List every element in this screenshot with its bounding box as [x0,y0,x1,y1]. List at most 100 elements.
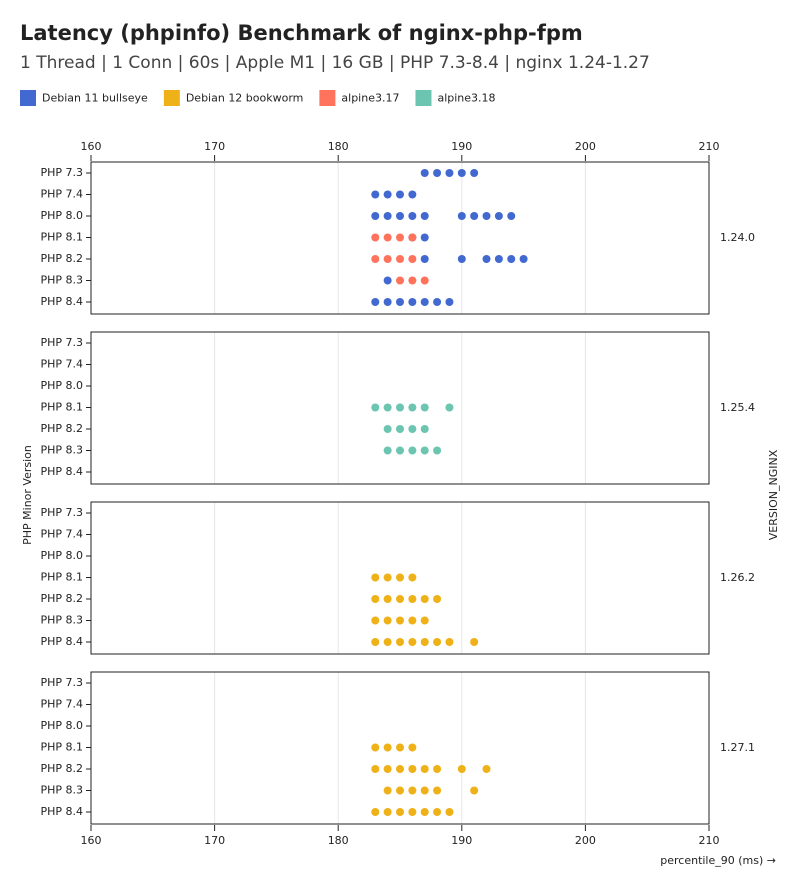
dot [420,808,429,816]
dot [420,169,429,177]
dot [371,403,380,412]
chart-subtitle: 1 Thread | 1 Conn | 60s | Apple M1 | 16 … [20,53,650,73]
y-tick-label: PHP 8.3 [40,274,83,287]
dot [433,786,442,795]
dot [383,190,392,199]
dot [396,212,404,220]
dot [371,573,380,582]
facet-label: 1.25.4 [720,401,755,414]
legend-label: alpine3.18 [437,92,495,105]
legend-swatch [415,90,432,106]
dot [408,743,417,752]
y-tick-label: PHP 7.4 [40,358,83,371]
dot [396,595,404,603]
dot [482,212,491,220]
dot [408,190,417,199]
dot [408,808,417,816]
dot [408,403,417,412]
dot [371,743,380,752]
dot [445,638,454,646]
dot [396,403,404,412]
dot [445,169,454,177]
dot [408,765,417,773]
dot [371,298,380,306]
dot [445,808,454,816]
dot [396,233,404,242]
dot [383,616,392,625]
y-tick-label: PHP 8.2 [40,252,83,265]
dot [457,212,466,220]
x-tick-label: 190 [451,140,472,153]
dot [433,595,442,603]
dot [383,255,392,263]
y-tick-label: PHP 7.3 [40,506,83,519]
dot [383,638,392,646]
dot [470,786,479,795]
y-tick-label: PHP 8.1 [40,741,83,754]
y-tick-label: PHP 8.4 [40,805,83,818]
y-tick-label: PHP 8.0 [40,549,83,562]
y-tick-label: PHP 8.2 [40,762,83,775]
dot [408,233,417,242]
dot [396,743,404,752]
dot [470,638,479,646]
dot [408,298,417,306]
legend-swatch [163,90,180,106]
legend-label: Debian 12 bookworm [186,92,304,105]
legend-label: Debian 11 bullseye [42,92,148,105]
y-tick-label: PHP 8.4 [40,295,83,308]
y-tick-label: PHP 7.4 [40,188,83,201]
dot [420,425,429,433]
dot [408,573,417,582]
dot [519,255,528,263]
y-tick-label: PHP 7.3 [40,336,83,349]
dot [383,298,392,306]
y-tick-label: PHP 8.3 [40,784,83,797]
y-tick-label: PHP 7.3 [40,676,83,689]
dot [383,573,392,582]
dot [383,765,392,773]
legend-swatch [319,90,336,106]
dot [371,616,380,625]
dot [371,255,380,263]
dot [470,212,479,220]
y-tick-label: PHP 8.4 [40,635,83,648]
dot [420,616,429,625]
x-tick-label: 160 [81,140,102,153]
dot [396,298,404,306]
dot [408,446,417,455]
dot [457,255,466,263]
dot [396,425,404,433]
dot [494,212,503,220]
dot [408,425,417,433]
dot [408,638,417,646]
dot [420,595,429,603]
dot [408,212,417,220]
dot [420,276,429,285]
dot [408,276,417,285]
dot [371,190,380,199]
dot [420,765,429,773]
y-tick-label: PHP 8.2 [40,422,83,435]
dot [371,638,380,646]
dot [383,233,392,242]
dot [396,616,404,625]
x-tick-label: 160 [81,834,102,847]
dot [433,446,442,455]
dot [396,638,404,646]
dot [371,212,380,220]
chart-title: Latency (phpinfo) Benchmark of nginx-php… [20,21,583,45]
x-tick-label: 180 [328,140,349,153]
dot [396,255,404,263]
y-tick-label: PHP 8.1 [40,571,83,584]
dot [445,403,454,412]
dot [383,786,392,795]
dot [420,786,429,795]
dot [433,638,442,646]
x-tick-label: 190 [451,834,472,847]
y-tick-label: PHP 8.3 [40,444,83,457]
dot [420,255,429,263]
y-tick-label: PHP 8.3 [40,614,83,627]
facet-label: 1.27.1 [720,741,755,754]
